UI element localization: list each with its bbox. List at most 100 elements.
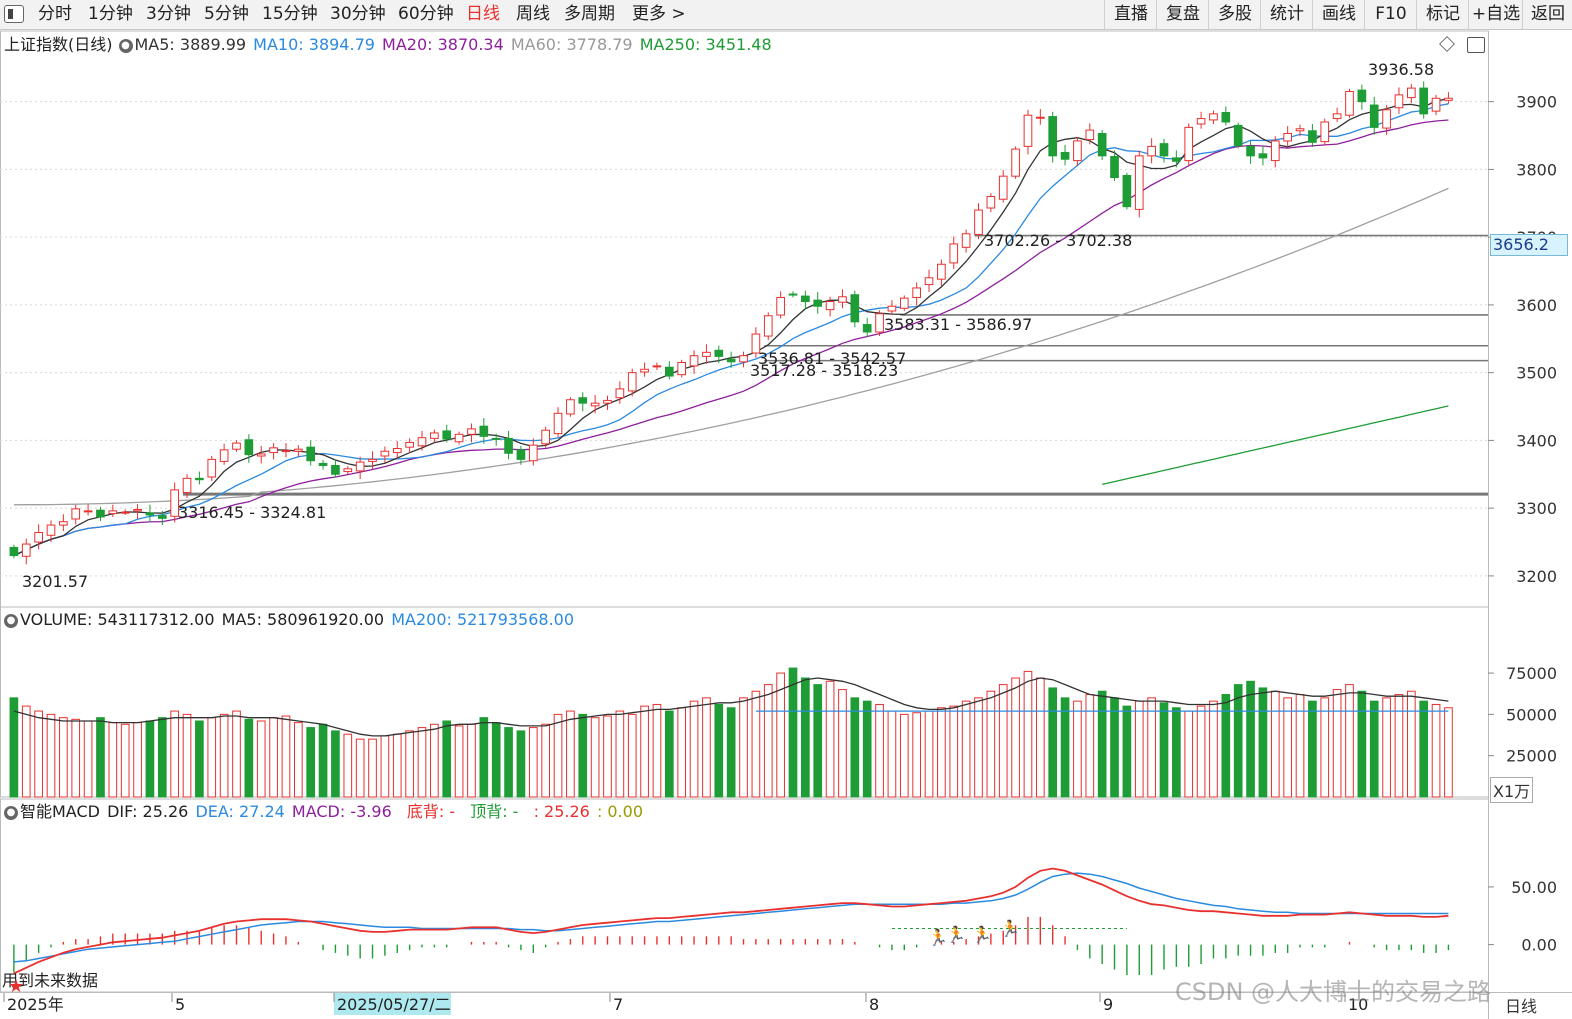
candle-body	[491, 437, 501, 440]
toolbar-button-6[interactable]: 标记	[1416, 0, 1469, 29]
candle-body	[1097, 132, 1107, 157]
period-tab-2[interactable]: 3分钟	[146, 4, 191, 24]
volume-bar	[1184, 710, 1194, 798]
macd-panel-frame	[0, 798, 1489, 993]
volume-bar	[850, 697, 860, 798]
toolbar-button-5[interactable]: F10	[1364, 0, 1417, 29]
period-tab-7[interactable]: 日线	[466, 4, 500, 24]
ma250-line	[1102, 405, 1449, 486]
price-tick-label: 3400	[1516, 431, 1557, 450]
annotation-gap5: 3316.45 - 3324.81	[178, 503, 326, 522]
candle-body	[504, 437, 513, 454]
candle-body	[937, 263, 946, 280]
panel-toggle-icon[interactable]	[4, 5, 24, 23]
index-title: 上证指数(日线)	[4, 35, 113, 54]
candle-body	[603, 399, 612, 404]
toolbar-button-7[interactable]: +自选	[1468, 0, 1523, 29]
candle-body	[182, 477, 192, 494]
candle-body	[1060, 151, 1070, 160]
volume-bar	[1431, 703, 1441, 798]
period-tab-8[interactable]: 周线	[516, 4, 550, 24]
volume-ma200-value: MA200: 521793568.00	[391, 610, 575, 629]
toolbar-button-3[interactable]: 统计	[1260, 0, 1313, 29]
volume-bar	[195, 720, 204, 798]
candle-body	[1369, 104, 1379, 128]
annotation-gap3: 3536.81 - 3542.57	[758, 349, 906, 368]
candle-body	[331, 464, 340, 475]
volume-tick-label: 25000	[1506, 747, 1557, 766]
candle-body	[615, 388, 625, 399]
candle-body	[1110, 156, 1119, 179]
volume-bar	[244, 718, 254, 798]
toolbar-button-4[interactable]: 画线	[1312, 0, 1365, 29]
candle-body	[986, 196, 996, 209]
volume-bar	[615, 710, 625, 798]
candle-body	[120, 511, 130, 514]
macd-tick-label: 0.00	[1521, 936, 1557, 955]
volume-bar	[207, 717, 217, 798]
eye-icon[interactable]: ●	[118, 38, 133, 53]
dif-value: DIF: 25.26	[107, 802, 189, 821]
price-tick-label: 3600	[1516, 296, 1557, 315]
volume-bar	[491, 722, 501, 798]
candle-body	[46, 524, 56, 536]
eye-icon[interactable]: ●	[4, 613, 18, 628]
macd-tick-label: 50.00	[1511, 878, 1557, 897]
volume-bar	[306, 727, 316, 798]
x-axis-label: 2025年	[7, 995, 64, 1014]
volume-tick-label: 50000	[1506, 705, 1557, 724]
candle-body	[306, 446, 316, 462]
toolbar-button-0[interactable]: 直播	[1104, 0, 1157, 29]
candle-body	[1159, 143, 1169, 157]
candle-body	[1419, 87, 1429, 115]
volume-unit-label[interactable]: X1万	[1490, 777, 1534, 803]
period-tab-4[interactable]: 15分钟	[262, 4, 318, 24]
period-tab-0[interactable]: 分时	[38, 4, 72, 24]
toolbar-button-8[interactable]: 返回	[1522, 0, 1572, 29]
volume-bar	[974, 697, 983, 798]
macd-indicator-line: ● 智能MACD DIF: 25.26 DEA: 27.24 MACD: -3.9…	[4, 801, 645, 823]
period-tab-9[interactable]: 多周期	[564, 4, 615, 24]
period-tab-6[interactable]: 60分钟	[398, 4, 454, 24]
candle-body	[479, 425, 489, 437]
window-icon[interactable]	[1467, 37, 1485, 53]
candle-body	[788, 293, 798, 296]
volume-bar	[1369, 700, 1379, 798]
candle-body	[862, 324, 872, 333]
candle-body	[1134, 155, 1144, 210]
candle-body	[961, 233, 971, 248]
candle-body	[1320, 121, 1330, 143]
watermark: CSDN @人大博士的交易之路	[1175, 978, 1492, 1006]
candle-body	[1345, 90, 1354, 116]
period-tab-10[interactable]: 更多 >	[632, 4, 686, 24]
candle-body	[739, 355, 748, 363]
candle-body	[454, 433, 464, 443]
period-tab-5[interactable]: 30分钟	[330, 4, 386, 24]
candle-body	[998, 175, 1008, 200]
volume-bar	[714, 703, 724, 798]
runner-icon: 🏃	[928, 928, 948, 947]
volume-bar	[801, 677, 810, 798]
candle-body	[269, 447, 278, 454]
candle-body	[528, 444, 538, 462]
candle-body	[108, 510, 118, 515]
volume-bar	[157, 717, 167, 798]
volume-bar	[1270, 690, 1280, 798]
volume-bar	[71, 718, 81, 798]
volume-bar	[83, 720, 93, 798]
eye-icon[interactable]: ●	[4, 805, 18, 820]
period-tab-3[interactable]: 5分钟	[204, 4, 249, 24]
volume-bar	[788, 667, 798, 798]
volume-bar	[392, 733, 402, 798]
candle-body	[1196, 118, 1206, 125]
dea-line	[13, 872, 1449, 963]
candle-body	[1406, 87, 1416, 99]
toolbar-button-2[interactable]: 多股	[1208, 0, 1261, 29]
volume-bar	[664, 710, 674, 798]
candle-body	[1308, 130, 1317, 143]
period-label-bottom: 日线	[1505, 997, 1538, 1016]
candle-body	[1011, 148, 1020, 177]
period-tab-1[interactable]: 1分钟	[88, 4, 133, 24]
toolbar-button-1[interactable]: 复盘	[1156, 0, 1209, 29]
